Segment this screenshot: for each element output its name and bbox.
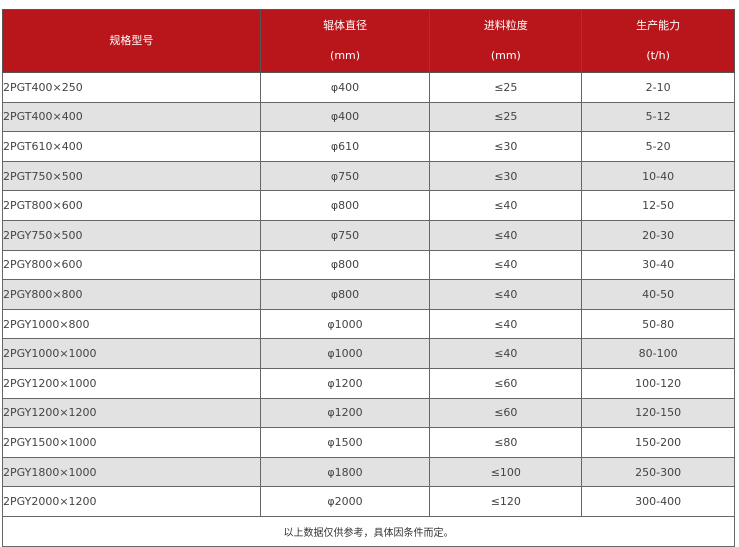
cell-model: 2PGT800×600 <box>2 190 261 221</box>
cell-feed-size: ≤80 <box>429 427 583 458</box>
cell-feed-size: ≤60 <box>429 367 583 399</box>
cell-feed-size: ≤40 <box>429 308 583 340</box>
cell-feed-size: ≤30 <box>429 160 583 192</box>
header-feed-size: 进料粒度 (mm) <box>429 9 583 73</box>
cell-roll-diameter: φ1000 <box>259 308 431 340</box>
cell-roll-diameter: φ1200 <box>259 397 431 429</box>
cell-roll-diameter: φ610 <box>259 131 431 162</box>
cell-model: 2PGY1000×1000 <box>2 338 261 369</box>
cell-capacity: 250-300 <box>581 456 735 488</box>
cell-roll-diameter: φ1000 <box>259 338 431 369</box>
cell-feed-size: ≤40 <box>429 338 583 369</box>
cell-capacity: 120-150 <box>581 397 735 429</box>
cell-roll-diameter: φ2000 <box>259 486 431 517</box>
cell-model: 2PGT610×400 <box>2 131 261 162</box>
cell-capacity: 12-50 <box>581 190 735 221</box>
cell-model: 2PGT400×400 <box>2 101 261 133</box>
cell-feed-size: ≤40 <box>429 219 583 251</box>
cell-capacity: 300-400 <box>581 486 735 517</box>
cell-roll-diameter: φ800 <box>259 249 431 281</box>
cell-roll-diameter: φ400 <box>259 72 431 103</box>
cell-feed-size: ≤25 <box>429 101 583 133</box>
header-roll-diameter: 辊体直径 (mm) <box>259 9 431 73</box>
cell-model: 2PGY800×600 <box>2 249 261 281</box>
cell-feed-size: ≤40 <box>429 190 583 221</box>
cell-capacity: 20-30 <box>581 219 735 251</box>
cell-model: 2PGY1000×800 <box>2 308 261 340</box>
footnote: 以上数据仅供参考，具体因条件而定。 <box>2 515 735 547</box>
footnote-row: 以上数据仅供参考，具体因条件而定。 <box>2 515 735 547</box>
header-row: 规格型号 辊体直径 (mm) 进料粒度 (mm) 生产能力 (t/h) <box>2 9 735 73</box>
cell-feed-size: ≤100 <box>429 456 583 488</box>
cell-capacity: 80-100 <box>581 338 735 369</box>
cell-roll-diameter: φ1200 <box>259 367 431 399</box>
table-row: 2PGT610×400 φ610 ≤30 5-20 <box>2 131 735 162</box>
table-row: 2PGY1200×1000 φ1200 ≤60 100-120 <box>2 367 735 399</box>
cell-feed-size: ≤120 <box>429 486 583 517</box>
cell-capacity: 10-40 <box>581 160 735 192</box>
cell-model: 2PGY750×500 <box>2 219 261 251</box>
table-row: 2PGY1000×800 φ1000 ≤40 50-80 <box>2 308 735 340</box>
cell-feed-size: ≤40 <box>429 249 583 281</box>
cell-feed-size: ≤40 <box>429 279 583 310</box>
cell-roll-diameter: φ750 <box>259 219 431 251</box>
cell-roll-diameter: φ800 <box>259 190 431 221</box>
table-row: 2PGY800×600 φ800 ≤40 30-40 <box>2 249 735 281</box>
header-capacity-label: 生产能力 <box>636 19 681 32</box>
cell-capacity: 5-20 <box>581 131 735 162</box>
table-row: 2PGT400×250 φ400 ≤25 2-10 <box>2 72 735 103</box>
header-roll-diameter-label: 辊体直径 <box>323 19 368 32</box>
cell-capacity: 5-12 <box>581 101 735 133</box>
cell-model: 2PGY1200×1000 <box>2 367 261 399</box>
cell-capacity: 40-50 <box>581 279 735 310</box>
table-row: 2PGY1200×1200 φ1200 ≤60 120-150 <box>2 397 735 429</box>
cell-roll-diameter: φ1800 <box>259 456 431 488</box>
cell-model: 2PGY1200×1200 <box>2 397 261 429</box>
table-row: 2PGY2000×1200 φ2000 ≤120 300-400 <box>2 486 735 517</box>
cell-model: 2PGY1800×1000 <box>2 456 261 488</box>
cell-feed-size: ≤30 <box>429 131 583 162</box>
cell-feed-size: ≤25 <box>429 72 583 103</box>
cell-roll-diameter: φ750 <box>259 160 431 192</box>
table-row: 2PGY1500×1000 φ1500 ≤80 150-200 <box>2 427 735 458</box>
cell-capacity: 100-120 <box>581 367 735 399</box>
cell-capacity: 30-40 <box>581 249 735 281</box>
spec-table: 规格型号 辊体直径 (mm) 进料粒度 (mm) 生产能力 (t/h) 2PGT400… <box>2 9 735 547</box>
cell-roll-diameter: φ400 <box>259 101 431 133</box>
cell-capacity: 50-80 <box>581 308 735 340</box>
table-row: 2PGT800×600 φ800 ≤40 12-50 <box>2 190 735 221</box>
table-row: 2PGY1000×1000 φ1000 ≤40 80-100 <box>2 338 735 369</box>
cell-model: 2PGT750×500 <box>2 160 261 192</box>
cell-model: 2PGY800×800 <box>2 279 261 310</box>
table-row: 2PGT400×400 φ400 ≤25 5-12 <box>2 101 735 133</box>
header-capacity-unit: (t/h) <box>646 49 670 62</box>
cell-model: 2PGT400×250 <box>2 72 261 103</box>
header-model: 规格型号 <box>2 9 261 73</box>
cell-capacity: 2-10 <box>581 72 735 103</box>
header-roll-diameter-unit: (mm) <box>330 49 361 62</box>
cell-model: 2PGY1500×1000 <box>2 427 261 458</box>
cell-roll-diameter: φ800 <box>259 279 431 310</box>
header-capacity: 生产能力 (t/h) <box>581 9 735 73</box>
header-feed-size-unit: (mm) <box>490 49 521 62</box>
table-row: 2PGY750×500 φ750 ≤40 20-30 <box>2 219 735 251</box>
cell-capacity: 150-200 <box>581 427 735 458</box>
cell-feed-size: ≤60 <box>429 397 583 429</box>
table-row: 2PGT750×500 φ750 ≤30 10-40 <box>2 160 735 192</box>
table-row: 2PGY800×800 φ800 ≤40 40-50 <box>2 279 735 310</box>
cell-roll-diameter: φ1500 <box>259 427 431 458</box>
cell-model: 2PGY2000×1200 <box>2 486 261 517</box>
table-row: 2PGY1800×1000 φ1800 ≤100 250-300 <box>2 456 735 488</box>
header-feed-size-label: 进料粒度 <box>483 19 528 32</box>
